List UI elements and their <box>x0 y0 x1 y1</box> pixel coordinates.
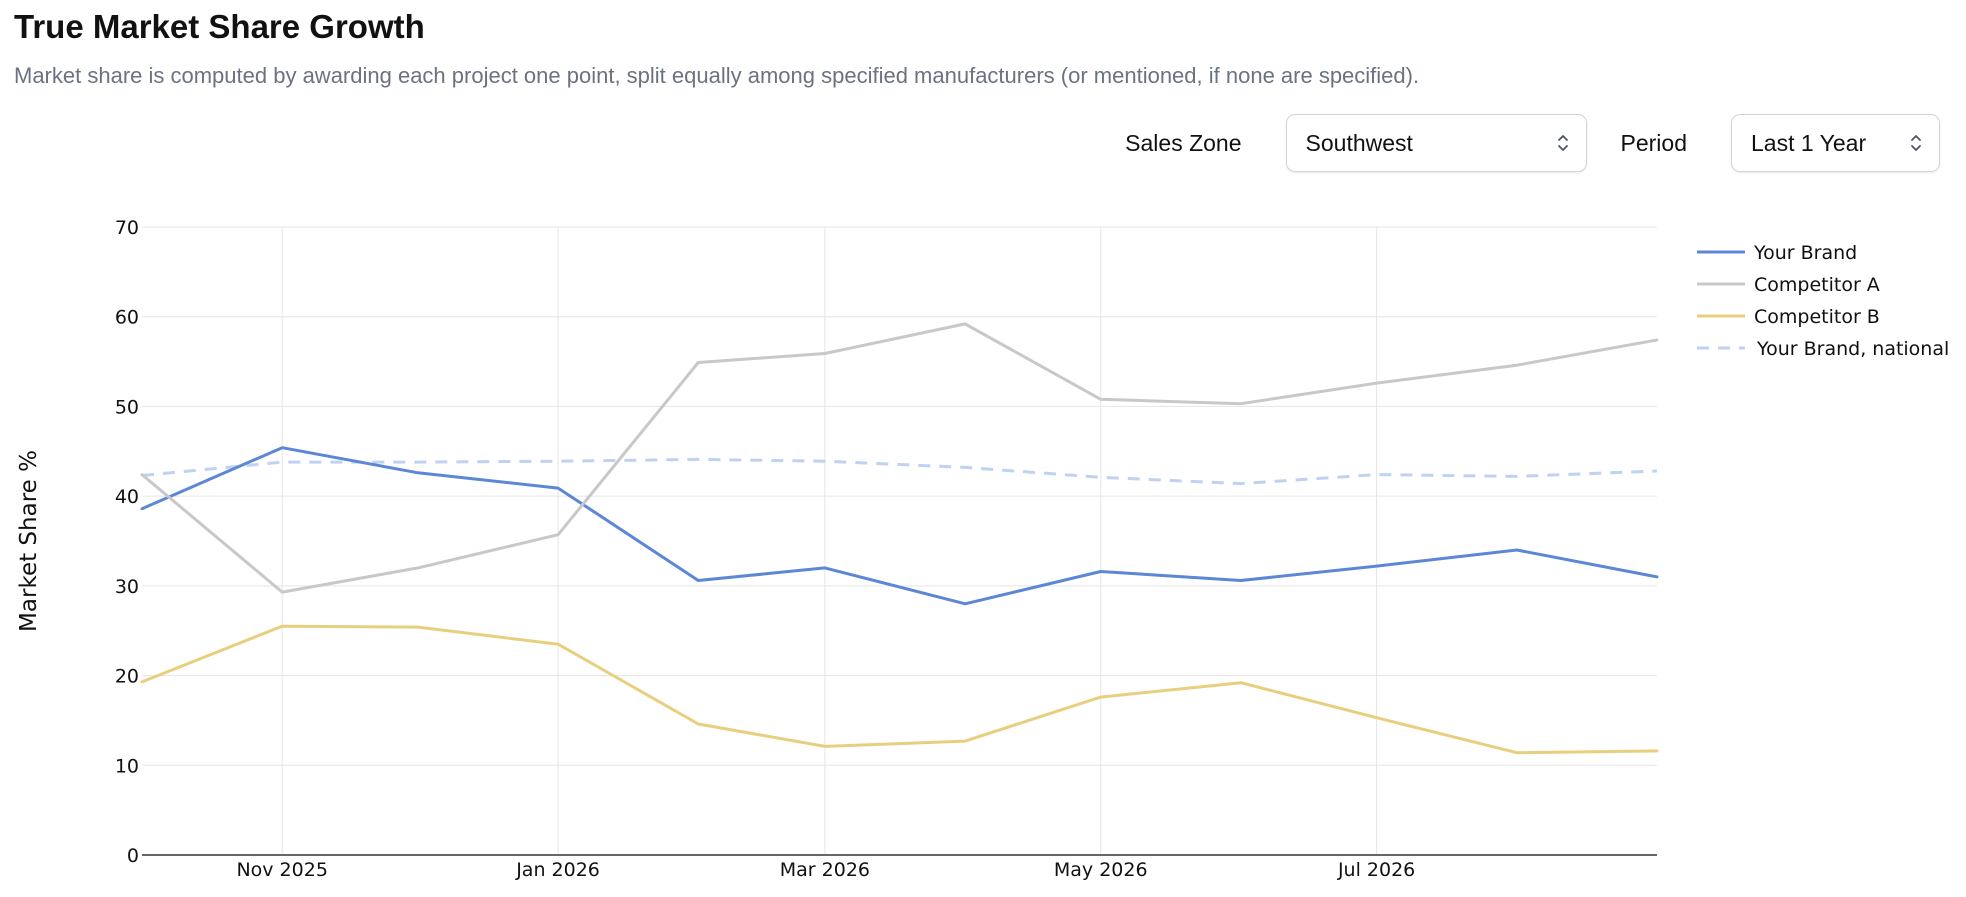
x-tick-label: Mar 2026 <box>780 859 870 881</box>
chevron-up-down-icon <box>1557 135 1568 151</box>
chevron-up-down-icon <box>1911 135 1921 151</box>
y-tick-label: 70 <box>115 217 139 239</box>
period-value: Last 1 Year <box>1751 129 1867 156</box>
legend-label: Competitor B <box>1754 306 1880 328</box>
y-axis-title: Market Share % <box>16 450 42 632</box>
x-tick-label: Nov 2025 <box>236 859 327 881</box>
series-line-your-brand <box>140 446 1659 606</box>
x-tick-label: Jul 2026 <box>1337 859 1415 881</box>
sales-zone-label: Sales Zone <box>1125 129 1242 156</box>
y-tick-label: 30 <box>115 576 139 598</box>
series-line-your-brand-national <box>141 457 1658 486</box>
y-tick-label: 50 <box>115 396 139 418</box>
legend-label: Your Brand <box>1753 242 1857 264</box>
legend-label: Competitor A <box>1754 274 1880 296</box>
sales-zone-select[interactable]: Southwest <box>1285 114 1587 172</box>
page-subtitle: Market share is computed by awarding eac… <box>14 63 1420 88</box>
y-tick-label: 40 <box>115 486 139 508</box>
filter-bar: Sales Zone Southwest Period Last 1 Year <box>1125 114 1940 172</box>
period-select[interactable]: Last 1 Year <box>1731 114 1940 172</box>
legend-label: Your Brand, national <box>1756 338 1949 360</box>
period-label: Period <box>1620 129 1687 156</box>
y-tick-label: 0 <box>127 845 139 867</box>
y-tick-label: 60 <box>115 307 139 329</box>
market-share-chart: 0 10 20 30 40 50 60 70 Nov 2025 Jan 2026 Mar 2026 M… <box>16 217 1949 881</box>
y-tick-label: 20 <box>115 666 139 688</box>
series-line-competitor-a <box>140 322 1659 594</box>
page-title: True Market Share Growth <box>14 8 425 45</box>
x-tick-label: Jan 2026 <box>515 859 600 881</box>
x-tick-label: May 2026 <box>1054 859 1148 881</box>
sales-zone-value: Southwest <box>1305 129 1413 156</box>
y-tick-label: 10 <box>115 755 139 777</box>
series-line-competitor-b <box>140 624 1659 755</box>
